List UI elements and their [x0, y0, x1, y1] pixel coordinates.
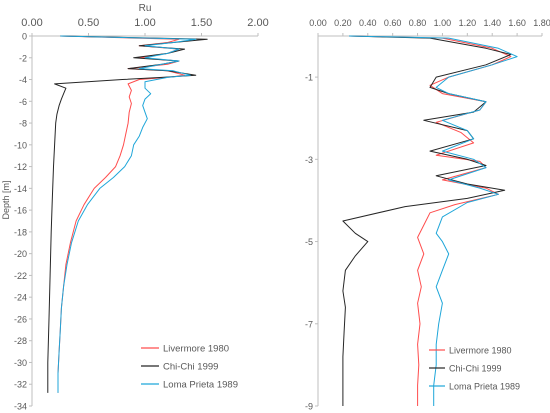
x-tick-label: 0.00: [309, 18, 327, 28]
x-tick-label: 2.00: [247, 17, 268, 29]
legend-label-livermore-1980: Livermore 1980: [449, 346, 512, 356]
y-tick-label: -1: [305, 73, 313, 83]
y-tick-label: -5: [305, 237, 313, 247]
y-tick-label: -2: [19, 53, 27, 63]
legend-label-chi-chi-1999: Chi-Chi 1999: [449, 364, 502, 374]
y-tick-label: -8: [19, 119, 27, 129]
series-line-chi-chi-1999: [47, 35, 208, 393]
x-tick-label: 0.80: [409, 18, 427, 28]
x-tick-label: 1.00: [434, 18, 452, 28]
y-tick-label: -4: [19, 75, 27, 85]
x-tick-label: 0.60: [384, 18, 402, 28]
y-tick-label: -32: [14, 380, 27, 390]
x-tick-label: 1.60: [508, 18, 526, 28]
series-line-loma-prieta-1989: [349, 35, 518, 406]
x-tick-label: 1.80: [533, 18, 550, 28]
y-tick-label: 0: [22, 32, 27, 42]
series-line-loma-prieta-1989: [57, 35, 197, 393]
x-tick-label: 1.50: [191, 17, 212, 29]
y-tick-label: -26: [14, 314, 27, 324]
y-tick-label: -3: [305, 155, 313, 165]
y-tick-label: -16: [14, 206, 27, 216]
legend-label-chi-chi-1999: Chi-Chi 1999: [163, 362, 218, 373]
y-tick-label: -30: [14, 358, 27, 368]
legend-label-loma-prieta-1989: Loma Prieta 1989: [449, 382, 520, 392]
y-tick-label: -6: [19, 97, 27, 107]
x-tick-label: 1.00: [134, 17, 155, 29]
y-tick-label: -34: [14, 402, 27, 412]
x-tick-label: 0.00: [21, 17, 42, 29]
x-tick-label: 0.20: [334, 18, 352, 28]
x-tick-label: 1.20: [459, 18, 477, 28]
y-tick-label: -18: [14, 227, 27, 237]
y-tick-label: -7: [305, 319, 313, 329]
legend-label-livermore-1980: Livermore 1980: [163, 344, 229, 355]
x-tick-label: 0.40: [359, 18, 377, 28]
y-tick-label: -20: [14, 249, 27, 259]
y-tick-label: -28: [14, 336, 27, 346]
y-tick-label: -9: [305, 402, 313, 412]
series-line-chi-chi-1999: [342, 35, 512, 406]
series-line-livermore-1980: [349, 35, 512, 406]
left-chart: 0.00 0.50 1.00 1.50 2.00 0 -2 -4 -6 -8 -10 -12 -14 -1…: [1, 3, 269, 412]
legend-label-loma-prieta-1989: Loma Prieta 1989: [163, 380, 238, 391]
y-tick-label: -14: [14, 184, 27, 194]
x-tick-label: 0.50: [78, 17, 99, 29]
y-tick-label: -24: [14, 293, 27, 303]
series-line-livermore-1980: [57, 35, 186, 393]
x-axis-title: Ru: [139, 3, 152, 14]
x-tick-label: 1.40: [483, 18, 501, 28]
y-tick-label: -10: [14, 140, 27, 150]
right-chart: 0.00 0.20 0.40 0.60 0.80 1.00 1.20 1.40 1.60 1.80…: [305, 18, 550, 412]
y-tick-label: -22: [14, 271, 27, 281]
y-tick-label: -12: [14, 162, 27, 172]
y-axis-title: Depth [m]: [1, 180, 11, 219]
